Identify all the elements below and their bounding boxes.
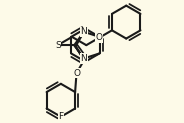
Text: O: O xyxy=(96,33,103,42)
Text: F: F xyxy=(58,112,63,121)
Text: N: N xyxy=(81,27,87,36)
Text: O: O xyxy=(73,69,80,78)
Text: S: S xyxy=(55,41,61,50)
Text: N: N xyxy=(81,54,87,63)
